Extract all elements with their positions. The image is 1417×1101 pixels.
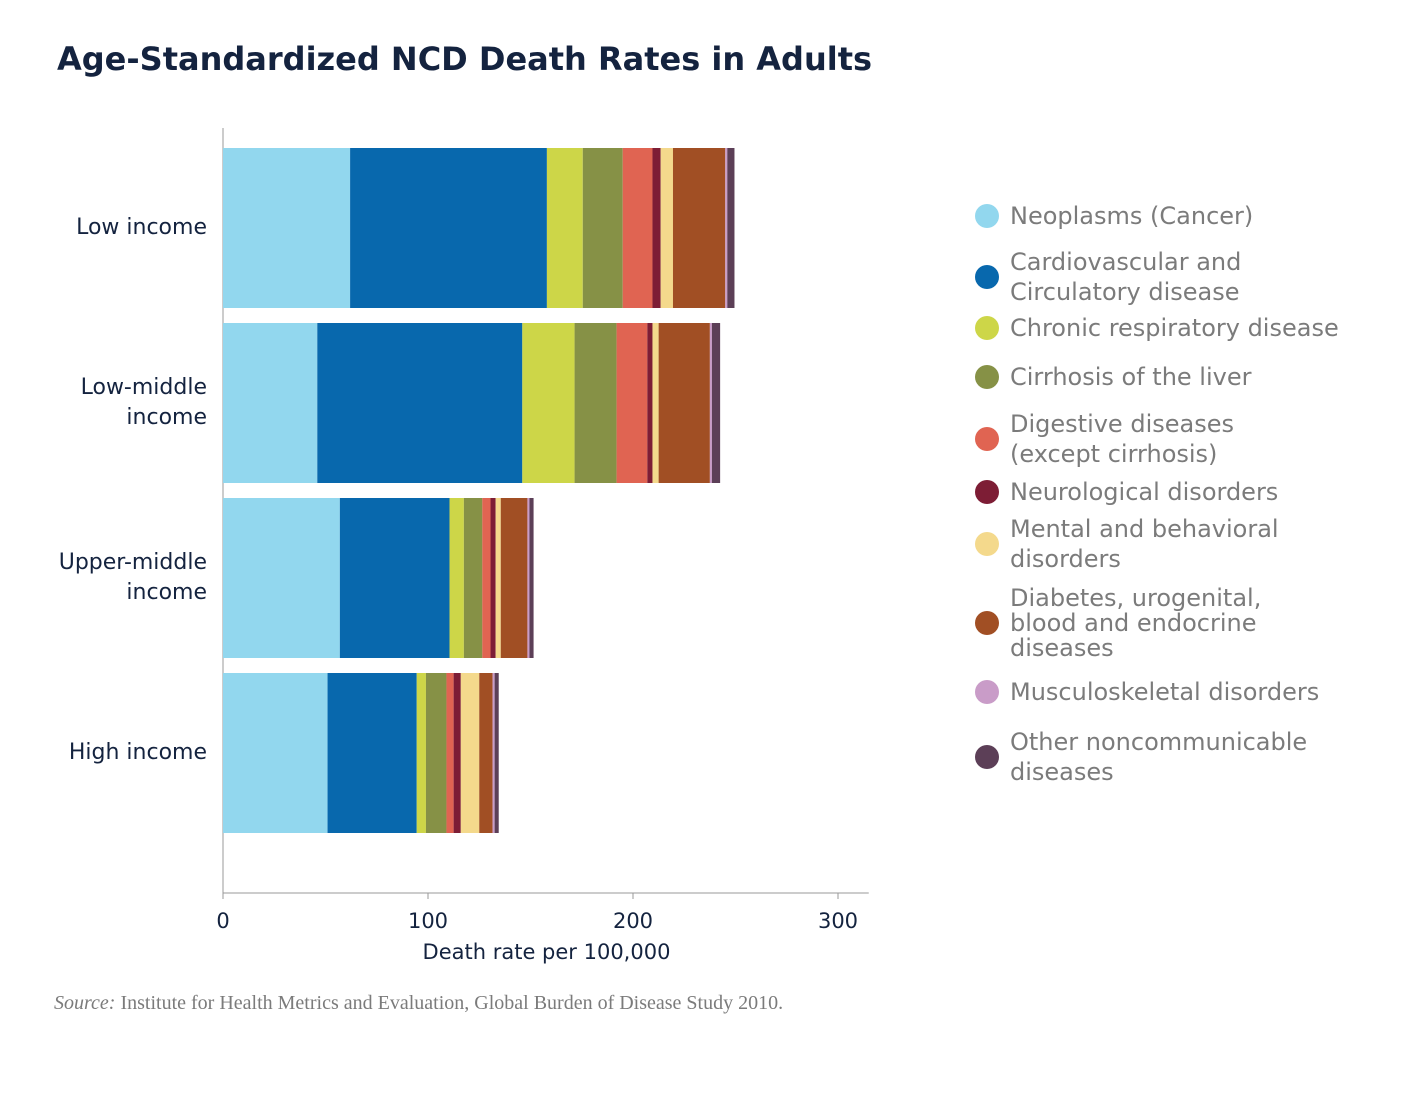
bar-segment bbox=[223, 673, 328, 833]
bar-segment bbox=[453, 673, 461, 833]
legend-swatch bbox=[975, 480, 999, 504]
legend-swatch bbox=[975, 365, 999, 389]
legend-label: Neoplasms (Cancer) bbox=[1010, 202, 1254, 230]
bar-segment bbox=[546, 148, 583, 308]
bar-segment bbox=[463, 498, 483, 658]
source-text: Institute for Health Metrics and Evaluat… bbox=[120, 992, 784, 1014]
legend-label: Mental and behavioral disorders bbox=[1010, 515, 1279, 573]
legend-item: Chronic respiratory disease bbox=[975, 313, 1339, 343]
bar-segment bbox=[529, 498, 534, 658]
bar-segment bbox=[494, 673, 499, 833]
bar-segment bbox=[416, 673, 426, 833]
bar-segment bbox=[660, 148, 673, 308]
bar-segment bbox=[522, 323, 575, 483]
legend-item: Other noncommunicable diseases bbox=[975, 727, 1307, 787]
legend-label: Cardiovascular and Circulatory disease bbox=[1010, 248, 1242, 306]
legend-swatch bbox=[975, 680, 999, 704]
bar-segment bbox=[327, 673, 417, 833]
legend-swatch bbox=[975, 745, 999, 769]
bar-segment bbox=[425, 673, 447, 833]
bar-segment bbox=[339, 498, 450, 658]
x-axis-label: Death rate per 100,000 bbox=[423, 940, 671, 964]
chart-title: Age-Standardized NCD Death Rates in Adul… bbox=[57, 40, 873, 78]
x-tick-label: 300 bbox=[818, 909, 858, 933]
bar-segment bbox=[658, 323, 710, 483]
category-label: Low income bbox=[76, 215, 207, 240]
legend-swatch bbox=[975, 532, 999, 556]
bar-segment bbox=[647, 323, 653, 483]
bar-segment bbox=[223, 148, 351, 308]
legend-swatch bbox=[975, 204, 999, 228]
bar-segment bbox=[709, 323, 712, 483]
legend-label: Chronic respiratory disease bbox=[1010, 314, 1339, 342]
bar-segment bbox=[460, 673, 480, 833]
legend-label: Digestive diseases (except cirrhosis) bbox=[1010, 410, 1234, 468]
legend-label: Neurological disorders bbox=[1010, 478, 1279, 506]
bar-segment bbox=[622, 148, 653, 308]
bar-segment bbox=[652, 323, 659, 483]
bar-segment bbox=[223, 498, 340, 658]
legend-label: Diabetes, urogenital, blood and endocrin… bbox=[1010, 583, 1262, 662]
bar-segment bbox=[672, 148, 726, 308]
bar-segment bbox=[350, 148, 547, 308]
bar-segment bbox=[482, 498, 491, 658]
legend-label: Musculoskeletal disorders bbox=[1010, 678, 1320, 706]
legend-item: Mental and behavioral disorders bbox=[975, 514, 1279, 574]
source-label: Source: bbox=[54, 992, 116, 1014]
bar-segment bbox=[727, 148, 735, 308]
bar-segment bbox=[317, 323, 523, 483]
legend-swatch bbox=[975, 427, 999, 451]
legend-item: Musculoskeletal disorders bbox=[975, 677, 1319, 707]
bar-segment bbox=[490, 498, 496, 658]
legend-item: Diabetes, urogenital, blood and endocrin… bbox=[975, 583, 1262, 662]
legend-item: Cardiovascular and Circulatory disease bbox=[975, 247, 1241, 307]
legend-swatch bbox=[975, 265, 999, 289]
x-tick-label: 100 bbox=[408, 909, 448, 933]
legend-swatch bbox=[975, 316, 999, 340]
bar-segment bbox=[495, 498, 501, 658]
bar-segment bbox=[652, 148, 661, 308]
bar-segment bbox=[711, 323, 721, 483]
bar-segment bbox=[725, 148, 728, 308]
legend-item: Digestive diseases (except cirrhosis) bbox=[975, 409, 1234, 469]
category-label: High income bbox=[68, 740, 207, 765]
bar-segment bbox=[500, 498, 528, 658]
legend-label: Other noncommunicable diseases bbox=[1010, 728, 1308, 786]
legend-item: Cirrhosis of the liver bbox=[975, 362, 1251, 392]
legend-item: Neurological disorders bbox=[975, 477, 1278, 507]
bar-segment bbox=[527, 498, 530, 658]
bar-segment bbox=[446, 673, 454, 833]
x-tick-label: 200 bbox=[613, 909, 653, 933]
bar-segment bbox=[449, 498, 464, 658]
legend-swatch bbox=[975, 611, 999, 635]
bar-segment bbox=[479, 673, 493, 833]
category-label: Low-middle income bbox=[80, 375, 207, 430]
bar-segment bbox=[616, 323, 648, 483]
source: Source: Institute for Health Metrics and… bbox=[54, 992, 783, 1015]
x-tick-label: 0 bbox=[216, 909, 229, 933]
legend-label: Cirrhosis of the liver bbox=[1010, 363, 1252, 391]
bar-segment bbox=[574, 323, 617, 483]
bar-segment bbox=[582, 148, 623, 308]
bar-segment bbox=[223, 323, 318, 483]
category-label: Upper-middle income bbox=[58, 550, 207, 605]
bar-segment bbox=[492, 673, 495, 833]
legend-item: Neoplasms (Cancer) bbox=[975, 201, 1253, 231]
